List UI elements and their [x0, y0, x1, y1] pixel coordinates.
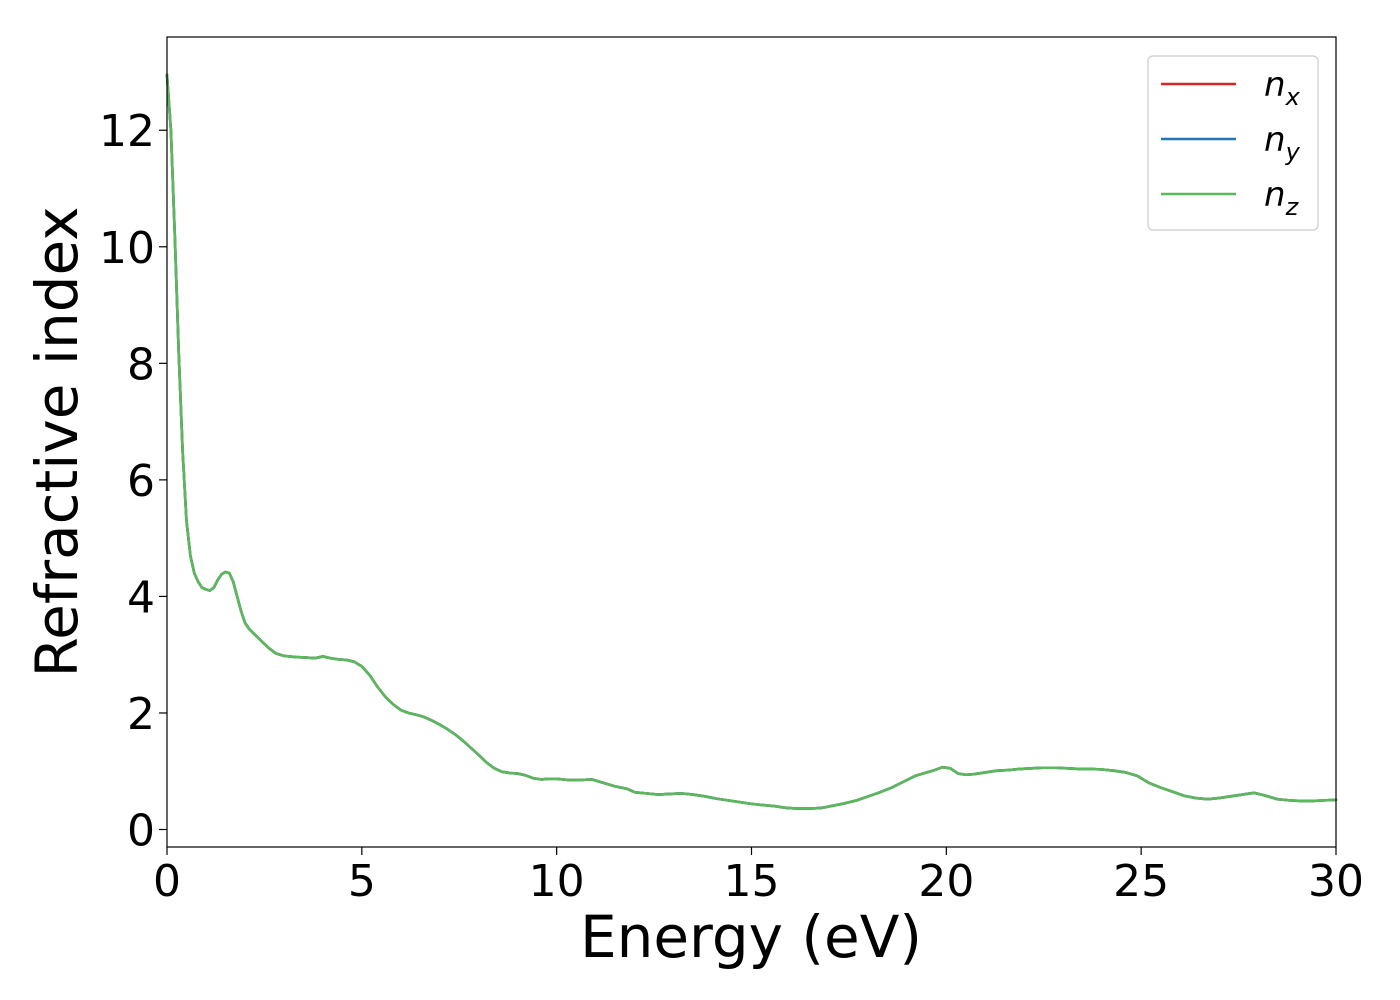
y-tick-label: 8 [127, 339, 155, 390]
y-tick-label: 2 [127, 689, 155, 740]
series-line-n-z [165, 73, 1338, 810]
y-tick-label: 12 [99, 106, 155, 157]
axes-frame [166, 36, 1337, 848]
legend-box [1147, 55, 1319, 231]
x-tick-label: 30 [1308, 856, 1364, 907]
y-axis-ticks: 0 2 4 6 8 10 12 [99, 106, 167, 857]
x-tick-label: 0 [153, 856, 181, 907]
legend-label: nx [1264, 65, 1301, 111]
x-axis-label: Energy (eV) [580, 903, 922, 971]
x-tick-label: 20 [918, 856, 974, 907]
legend-label: ny [1264, 120, 1301, 166]
x-tick-label: 25 [1113, 856, 1169, 907]
x-tick-label: 15 [724, 856, 780, 907]
y-axis-label: Refractive index [23, 206, 91, 677]
legend-label: nz [1264, 175, 1300, 221]
y-tick-label: 0 [127, 806, 155, 857]
y-tick-label: 4 [127, 572, 155, 623]
y-tick-label: 10 [99, 223, 155, 274]
x-axis-ticks: 0 5 10 15 20 25 30 [153, 847, 1364, 907]
legend: nx ny nz [1147, 55, 1319, 231]
x-tick-label: 10 [529, 856, 585, 907]
plot-area [165, 73, 1338, 810]
x-tick-label: 5 [348, 856, 376, 907]
y-tick-label: 6 [127, 456, 155, 507]
